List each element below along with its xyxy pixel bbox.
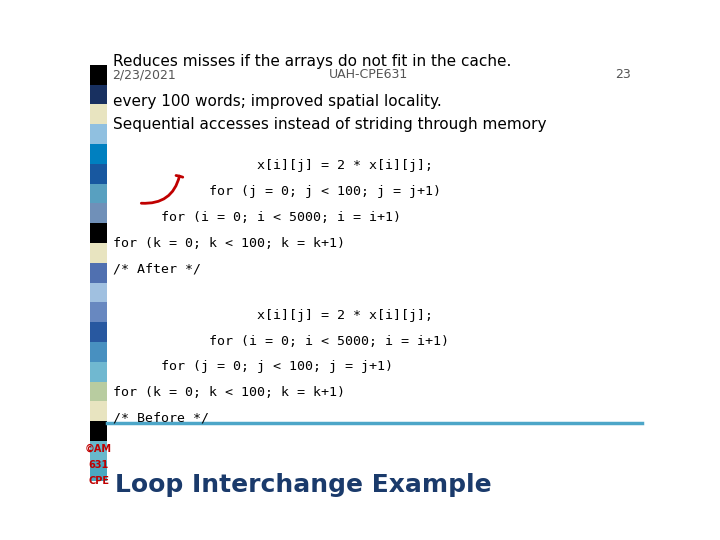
- Bar: [90, 243, 107, 263]
- Bar: [90, 282, 107, 302]
- Bar: [90, 223, 107, 243]
- Bar: [90, 401, 107, 421]
- Text: Sequential accesses instead of striding through memory: Sequential accesses instead of striding …: [114, 117, 547, 132]
- Text: 23: 23: [616, 69, 631, 82]
- Text: for (i = 0; i < 5000; i = i+1): for (i = 0; i < 5000; i = i+1): [114, 211, 402, 224]
- Text: for (j = 0; j < 100; j = j+1): for (j = 0; j < 100; j = j+1): [114, 360, 393, 374]
- Bar: [90, 441, 107, 461]
- Bar: [90, 85, 107, 104]
- Text: /* Before */: /* Before */: [114, 412, 210, 425]
- Bar: [90, 461, 107, 481]
- Bar: [90, 184, 107, 204]
- Bar: [90, 164, 107, 184]
- Bar: [90, 263, 107, 282]
- Bar: [90, 302, 107, 322]
- Bar: [90, 204, 107, 223]
- Text: 2/23/2021: 2/23/2021: [112, 69, 176, 82]
- Text: for (j = 0; j < 100; j = j+1): for (j = 0; j < 100; j = j+1): [114, 185, 441, 198]
- Bar: [90, 382, 107, 401]
- Text: x[i][j] = 2 * x[i][j];: x[i][j] = 2 * x[i][j];: [114, 309, 433, 322]
- Bar: [90, 144, 107, 164]
- Text: for (i = 0; i < 5000; i = i+1): for (i = 0; i < 5000; i = i+1): [114, 335, 449, 348]
- Bar: [90, 65, 107, 85]
- Text: for (k = 0; k < 100; k = k+1): for (k = 0; k < 100; k = k+1): [114, 386, 346, 399]
- Text: Loop Interchange Example: Loop Interchange Example: [115, 473, 492, 497]
- Text: x[i][j] = 2 * x[i][j];: x[i][j] = 2 * x[i][j];: [114, 159, 433, 172]
- Text: /* After */: /* After */: [114, 262, 202, 275]
- Text: 631: 631: [89, 460, 109, 470]
- Bar: [90, 104, 107, 124]
- Bar: [90, 421, 107, 441]
- Text: Reduces misses if the arrays do not fit in the cache.: Reduces misses if the arrays do not fit …: [114, 55, 512, 70]
- Text: CPE: CPE: [88, 476, 109, 485]
- Bar: [90, 124, 107, 144]
- Text: for (k = 0; k < 100; k = k+1): for (k = 0; k < 100; k = k+1): [114, 237, 346, 249]
- Text: every 100 words; improved spatial locality.: every 100 words; improved spatial locali…: [114, 94, 442, 109]
- Bar: [90, 342, 107, 362]
- Bar: [90, 362, 107, 382]
- Text: ©AM: ©AM: [85, 444, 112, 454]
- Bar: [90, 322, 107, 342]
- Text: UAH-CPE631: UAH-CPE631: [329, 69, 409, 82]
